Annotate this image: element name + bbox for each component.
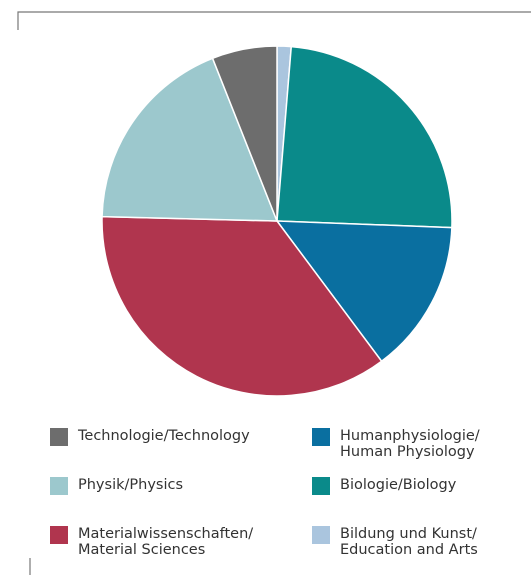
legend-swatch xyxy=(50,428,68,446)
legend-swatch xyxy=(312,428,330,446)
legend-label: Bildung und Kunst/ Education and Arts xyxy=(340,526,478,558)
pie-slice xyxy=(211,45,278,222)
pie-slice xyxy=(276,45,453,229)
legend-entry: Biologie/Biology xyxy=(312,477,456,495)
legend-label: Technologie/Technology xyxy=(78,428,250,444)
legend-swatch xyxy=(50,526,68,544)
legend-swatch xyxy=(312,526,330,544)
legend-label: Biologie/Biology xyxy=(340,477,457,493)
pie-slice xyxy=(275,220,453,363)
legend-label: Humanphysiologie/ Human Physiology xyxy=(340,428,480,460)
legend-entry: Materialwissenschaften/ Material Science… xyxy=(50,526,253,558)
frame xyxy=(17,11,531,30)
legend-label: Materialwissenschaften/ Material Science… xyxy=(78,526,254,558)
legend-entry: Technologie/Technology xyxy=(50,428,250,446)
pie-slice xyxy=(101,57,279,222)
legend-entry: Humanphysiologie/ Human Physiology xyxy=(312,428,480,460)
legend-entry: Physik/Physics xyxy=(50,477,183,495)
pie-slice xyxy=(101,215,383,397)
legend-swatch xyxy=(312,477,330,495)
legend-swatch xyxy=(50,477,68,495)
legend-entry: Bildung und Kunst/ Education and Arts xyxy=(312,526,478,558)
legend-label: Physik/Physics xyxy=(78,477,184,493)
